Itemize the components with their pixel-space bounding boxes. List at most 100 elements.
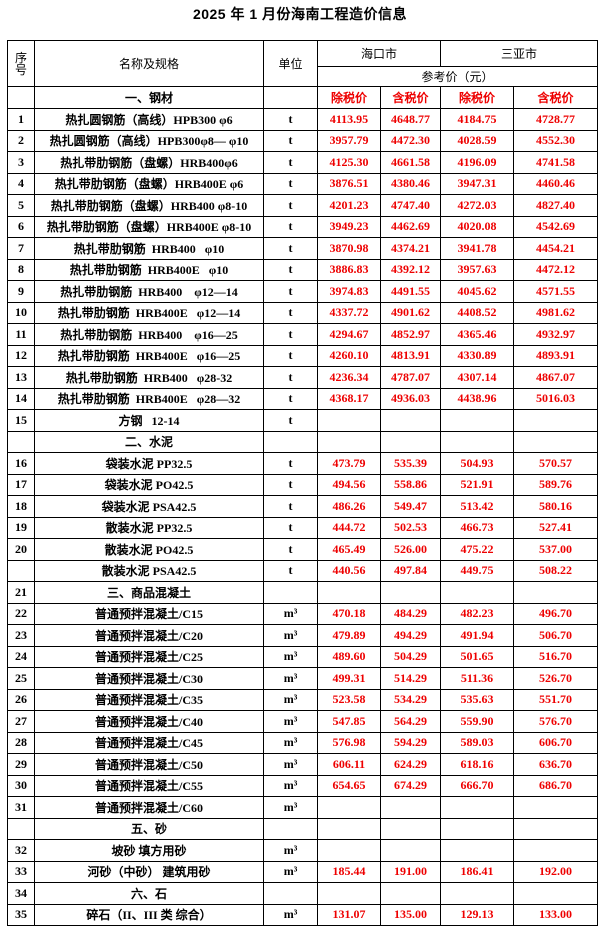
price-excl-tax-value [440, 839, 515, 862]
table-row: 1 热扎圆钢筋（高线）HPB300 φ6 t 4113.95 4648.77 4184.7… [7, 108, 599, 131]
price-excl-tax-value: 4196.09 [440, 151, 515, 174]
table-row: 28 普通预拌混凝土/C45 m³ 576.98 594.29 589.03 606.70 [7, 731, 599, 754]
item-name: 方钢 12-14 [34, 409, 264, 432]
price-excl-tax-value: 444.72 [317, 516, 381, 539]
table-row: 30 普通预拌混凝土/C55 m³ 654.65 674.29 666.70 686.70 [7, 774, 599, 797]
item-unit: m³ [263, 860, 318, 883]
item-name: 散装水泥 PO42.5 [34, 538, 264, 561]
item-name: 热扎带肋钢筋 HRB400E φ10 [34, 258, 264, 281]
item-name: 热扎带肋钢筋 HRB400 φ12—14 [34, 280, 264, 303]
price-incl-tax-value: 4741.58 [513, 151, 599, 174]
item-unit: t [263, 409, 318, 432]
row-number: 19 [7, 516, 35, 539]
price-excl-tax-value: 576.98 [317, 731, 381, 754]
price-incl-tax-value: 4852.97 [379, 323, 442, 346]
price-incl-tax-value: 4552.30 [513, 129, 599, 152]
table-row: 7 热扎带肋钢筋 HRB400 φ10 t 3870.98 4374.21 3941.78… [7, 237, 599, 260]
price-incl-tax-value: 526.70 [513, 667, 599, 690]
price-table: 序号 名称及规格 单位 海口市 三亚市 参考价（元） 一、钢材 除税价 含税价 … [7, 40, 599, 926]
column-header-city-haikou: 海口市 [316, 40, 442, 67]
price-incl-tax-value: 4374.21 [379, 237, 442, 260]
price-incl-tax-value: 133.00 [513, 903, 599, 926]
price-incl-tax-value: 4981.62 [513, 301, 599, 324]
price-incl-tax-value: 537.00 [513, 538, 599, 561]
item-unit [263, 882, 318, 905]
item-unit: t [263, 280, 318, 303]
price-incl-tax-value: 4728.77 [513, 108, 599, 131]
price-incl-tax-value [513, 430, 599, 453]
item-unit: t [263, 495, 318, 518]
price-incl-tax-value: 516.70 [513, 645, 599, 668]
price-incl-tax-value: 4472.30 [379, 129, 442, 152]
column-header-no-label: 序号 [14, 50, 27, 77]
table-row: 18 袋装水泥 PSA42.5 t 486.26 549.47 513.42 580.16 [7, 495, 599, 518]
price-incl-tax-value: 508.22 [513, 559, 599, 582]
item-name: 散装水泥 PSA42.5 [34, 559, 264, 582]
price-incl-tax-value: 4472.12 [513, 258, 599, 281]
item-unit: m³ [263, 602, 318, 625]
row-number [7, 817, 35, 840]
price-incl-tax-value: 484.29 [379, 602, 442, 625]
table-row: 9 热扎带肋钢筋 HRB400 φ12—14 t 3974.83 4491.55 4045… [7, 280, 599, 303]
row-number: 21 [7, 581, 35, 604]
item-unit: t [263, 129, 318, 152]
price-incl-tax-value: 4901.62 [379, 301, 442, 324]
price-excl-tax-value: 4028.59 [440, 129, 515, 152]
price-incl-tax-header: 含税价 [379, 86, 442, 109]
item-name: 热扎带肋钢筋（盘螺）HRB400E φ8-10 [34, 215, 264, 238]
price-incl-tax-value: 535.39 [379, 452, 442, 475]
price-incl-tax-value: 502.53 [379, 516, 442, 539]
item-name: 袋装水泥 PP32.5 [34, 452, 264, 475]
price-incl-tax-value: 135.00 [379, 903, 442, 926]
price-excl-tax-value: 3886.83 [317, 258, 381, 281]
row-number: 28 [7, 731, 35, 754]
item-unit: t [263, 559, 318, 582]
table-row: 17 袋装水泥 PO42.5 t 494.56 558.86 521.91 589.76 [7, 473, 599, 496]
price-excl-tax-value [440, 430, 515, 453]
price-incl-tax-value: 506.70 [513, 624, 599, 647]
price-excl-tax-value: 4125.30 [317, 151, 381, 174]
price-excl-tax-value: 465.49 [317, 538, 381, 561]
row-number: 12 [7, 344, 35, 367]
item-unit: t [263, 151, 318, 174]
table-body: 1 热扎圆钢筋（高线）HPB300 φ6 t 4113.95 4648.77 4184.7… [7, 108, 599, 926]
price-excl-tax-value: 3870.98 [317, 237, 381, 260]
section-row: 五、砂 [7, 817, 599, 840]
price-excl-tax-value: 4272.03 [440, 194, 515, 217]
row-number: 7 [7, 237, 35, 260]
price-excl-tax-value: 479.89 [317, 624, 381, 647]
price-incl-tax-value: 4936.03 [379, 387, 442, 410]
item-name: 普通预拌混凝土/C50 [34, 753, 264, 776]
item-name: 普通预拌混凝土/C40 [34, 710, 264, 733]
price-excl-tax-value: 618.16 [440, 753, 515, 776]
price-incl-tax-value [513, 817, 599, 840]
price-incl-tax-value [513, 409, 599, 432]
table-row: 2 热扎圆钢筋（高线）HPB300φ8— φ10 t 3957.79 4472.30 40… [7, 129, 599, 152]
item-name: 热扎带肋钢筋 HRB400 φ16—25 [34, 323, 264, 346]
price-incl-tax-value: 564.29 [379, 710, 442, 733]
price-incl-tax-value: 4893.91 [513, 344, 599, 367]
price-incl-tax-value: 534.29 [379, 688, 442, 711]
item-name: 普通预拌混凝土/C35 [34, 688, 264, 711]
price-incl-tax-value: 504.29 [379, 645, 442, 668]
price-incl-tax-value [379, 796, 442, 819]
price-excl-tax-value: 4020.08 [440, 215, 515, 238]
table-row: 11 热扎带肋钢筋 HRB400 φ16—25 t 4294.67 4852.97 436… [7, 323, 599, 346]
row-number: 29 [7, 753, 35, 776]
table-row: 散装水泥 PSA42.5 t 440.56 497.84 449.75 508.22 [7, 559, 599, 582]
price-incl-tax-value: 191.00 [379, 860, 442, 883]
row-number: 32 [7, 839, 35, 862]
row-number: 26 [7, 688, 35, 711]
price-incl-tax-value [379, 839, 442, 862]
price-incl-tax-value: 514.29 [379, 667, 442, 690]
item-unit [263, 86, 318, 109]
item-name: 碎石（II、III 类 综合） [34, 903, 264, 926]
price-excl-tax-value: 4307.14 [440, 366, 515, 389]
item-unit: t [263, 108, 318, 131]
price-incl-tax-value: 674.29 [379, 774, 442, 797]
item-name: 热扎圆钢筋（高线）HPB300 φ6 [34, 108, 264, 131]
item-name: 普通预拌混凝土/C25 [34, 645, 264, 668]
price-incl-tax-value: 4813.91 [379, 344, 442, 367]
row-number: 30 [7, 774, 35, 797]
table-row: 22 普通预拌混凝土/C15 m³ 470.18 484.29 482.23 496.70 [7, 602, 599, 625]
